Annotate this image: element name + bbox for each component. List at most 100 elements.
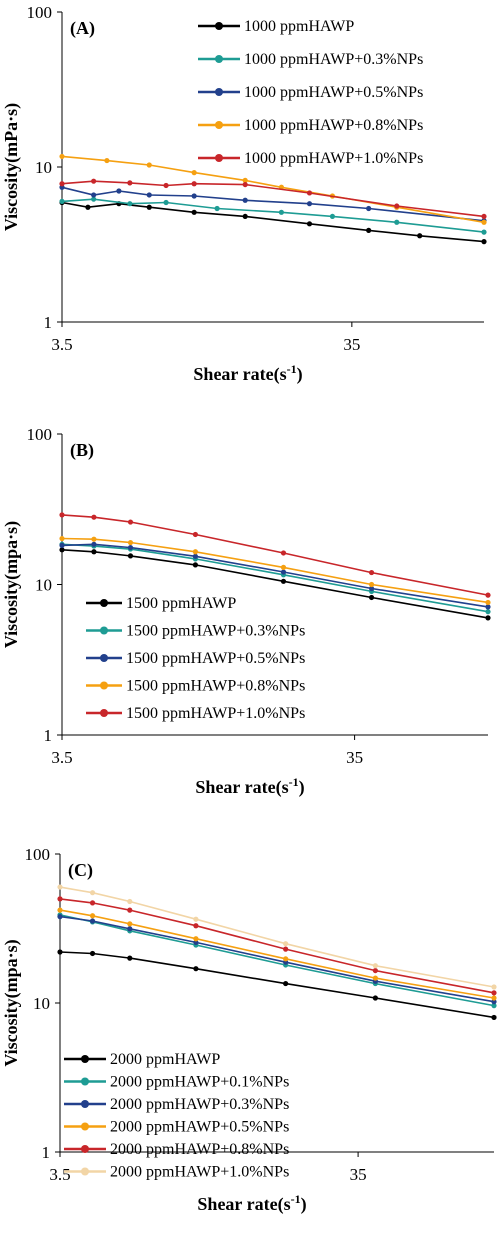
x-axis-title-text-a: Shear rate(s bbox=[193, 364, 286, 385]
data-point-a-2 bbox=[242, 197, 248, 203]
data-point-b-0 bbox=[59, 547, 65, 553]
chart-b: 1 10 100 3.5 35 Shear rate(s-1) Viscosity(mpa·… bbox=[1, 425, 491, 798]
data-point-a-0 bbox=[306, 221, 313, 227]
data-point-a-0 bbox=[417, 233, 423, 239]
data-point-b-3 bbox=[192, 549, 199, 555]
data-point-c-4 bbox=[491, 990, 497, 996]
x-axis-title-end-b: ) bbox=[299, 777, 305, 798]
legend-marker-a-4 bbox=[215, 154, 223, 162]
data-point-b-4 bbox=[192, 531, 199, 538]
data-point-a-2 bbox=[366, 205, 372, 212]
data-point-c-4 bbox=[57, 896, 63, 902]
legend-marker-b-2 bbox=[100, 654, 108, 662]
data-point-a-4 bbox=[306, 190, 313, 196]
data-point-a-0 bbox=[191, 209, 197, 215]
y-tick-label-c: 10 bbox=[33, 994, 50, 1013]
x-axis-title-sup-b: -1 bbox=[289, 775, 299, 789]
x-axis-title-end-c: ) bbox=[301, 1194, 307, 1215]
data-point-c-0 bbox=[89, 950, 96, 957]
legend-label-a-2: 1000 ppmHAWP+0.5%NPs bbox=[244, 84, 423, 101]
x-tick-label-a: 3.5 bbox=[51, 335, 72, 354]
data-point-c-3 bbox=[372, 975, 378, 981]
x-axis-title-sup-a: -1 bbox=[287, 362, 297, 376]
data-point-a-2 bbox=[116, 188, 122, 194]
x-axis-title-b: Shear rate(s-1) bbox=[195, 775, 304, 798]
chart-c: 1 10 100 3.5 35 Shear rate(s-1) Viscosity(mpa·… bbox=[1, 845, 497, 1215]
x-axis-title-a: Shear rate(s-1) bbox=[193, 362, 302, 385]
data-point-c-5 bbox=[372, 963, 378, 969]
data-point-c-4 bbox=[372, 967, 378, 974]
data-point-c-2 bbox=[127, 926, 133, 932]
legend-label-b-0: 1500 ppmHAWP bbox=[126, 595, 236, 612]
x-tick-label-c: 3.5 bbox=[49, 1165, 70, 1184]
data-point-a-4 bbox=[394, 203, 400, 209]
data-point-b-2 bbox=[485, 604, 491, 610]
y-tick-label-b: 100 bbox=[27, 425, 53, 444]
data-point-a-3 bbox=[191, 170, 197, 176]
data-point-b-3 bbox=[91, 536, 97, 542]
legend-marker-a-0 bbox=[215, 22, 223, 30]
data-point-a-4 bbox=[481, 213, 487, 220]
y-axis-title-b: Viscosity(mpa·s) bbox=[1, 521, 22, 648]
legend-label-a-3: 1000 ppmHAWP+0.8%NPs bbox=[244, 117, 423, 134]
series-line-c-4 bbox=[59, 898, 495, 994]
legend-marker-c-0 bbox=[81, 1055, 89, 1063]
legend-label-b-1: 1500 ppmHAWP+0.3%NPs bbox=[126, 623, 305, 640]
data-point-c-4 bbox=[283, 946, 289, 952]
data-point-c-3 bbox=[89, 913, 96, 919]
data-point-a-1 bbox=[59, 198, 65, 204]
data-point-c-5 bbox=[57, 884, 63, 890]
legend-marker-c-4 bbox=[81, 1145, 89, 1153]
data-point-c-3 bbox=[193, 936, 199, 942]
legend-marker-c-3 bbox=[81, 1122, 89, 1131]
data-point-b-3 bbox=[59, 535, 65, 542]
data-point-b-0 bbox=[368, 594, 375, 601]
y-tick-label-a: 1 bbox=[44, 313, 53, 332]
legend-label-b-2: 1500 ppmHAWP+0.5%NPs bbox=[126, 650, 305, 667]
legend-label-c-1: 2000 ppmHAWP+0.1%NPs bbox=[110, 1074, 289, 1091]
legend-marker-c-1 bbox=[81, 1077, 89, 1086]
data-point-c-5 bbox=[127, 898, 133, 905]
data-point-c-0 bbox=[193, 966, 199, 972]
data-point-a-1 bbox=[394, 219, 400, 225]
data-point-c-2 bbox=[57, 914, 63, 920]
data-point-b-3 bbox=[127, 539, 134, 546]
legend-marker-c-2 bbox=[81, 1100, 89, 1108]
x-axis-title-text-b: Shear rate(s bbox=[195, 777, 288, 798]
panel-label-a: (A) bbox=[70, 18, 95, 39]
data-point-c-2 bbox=[193, 939, 199, 946]
data-point-b-0 bbox=[192, 562, 199, 568]
chart-a: 1 10 100 3.5 35 Shear rate(s-1) Viscosity(mPa·… bbox=[1, 3, 487, 385]
series-line-c-5 bbox=[59, 886, 495, 988]
data-point-c-5 bbox=[283, 941, 289, 947]
data-point-b-4 bbox=[368, 569, 375, 576]
data-point-a-4 bbox=[242, 181, 248, 188]
y-tick-label-a: 10 bbox=[35, 158, 52, 177]
data-point-a-1 bbox=[329, 213, 336, 220]
data-point-a-0 bbox=[481, 239, 487, 245]
data-point-b-4 bbox=[485, 592, 491, 598]
data-point-c-2 bbox=[89, 918, 96, 924]
data-point-a-1 bbox=[127, 201, 133, 207]
data-point-c-3 bbox=[127, 921, 133, 927]
data-point-b-3 bbox=[485, 599, 491, 606]
data-point-b-4 bbox=[59, 512, 65, 518]
x-axis-title-end-a: ) bbox=[297, 364, 303, 385]
data-point-b-2 bbox=[192, 553, 199, 559]
y-tick-label-b: 1 bbox=[44, 726, 53, 745]
data-point-a-3 bbox=[242, 177, 248, 183]
legend-label-c-3: 2000 ppmHAWP+0.5%NPs bbox=[110, 1119, 289, 1136]
data-point-a-3 bbox=[481, 219, 487, 225]
y-tick-label-a: 100 bbox=[27, 3, 53, 22]
data-point-a-4 bbox=[163, 182, 169, 189]
x-tick-label-a: 35 bbox=[343, 335, 360, 354]
data-point-a-3 bbox=[104, 157, 110, 164]
legend-marker-a-3 bbox=[215, 121, 223, 129]
data-point-b-0 bbox=[280, 578, 287, 584]
legend-marker-b-1 bbox=[100, 626, 108, 635]
legend-label-c-2: 2000 ppmHAWP+0.3%NPs bbox=[110, 1096, 289, 1113]
panel-label-c: (C) bbox=[68, 860, 93, 881]
data-point-c-3 bbox=[283, 956, 289, 962]
data-point-a-1 bbox=[91, 196, 97, 202]
x-tick-label-c: 35 bbox=[350, 1165, 367, 1184]
